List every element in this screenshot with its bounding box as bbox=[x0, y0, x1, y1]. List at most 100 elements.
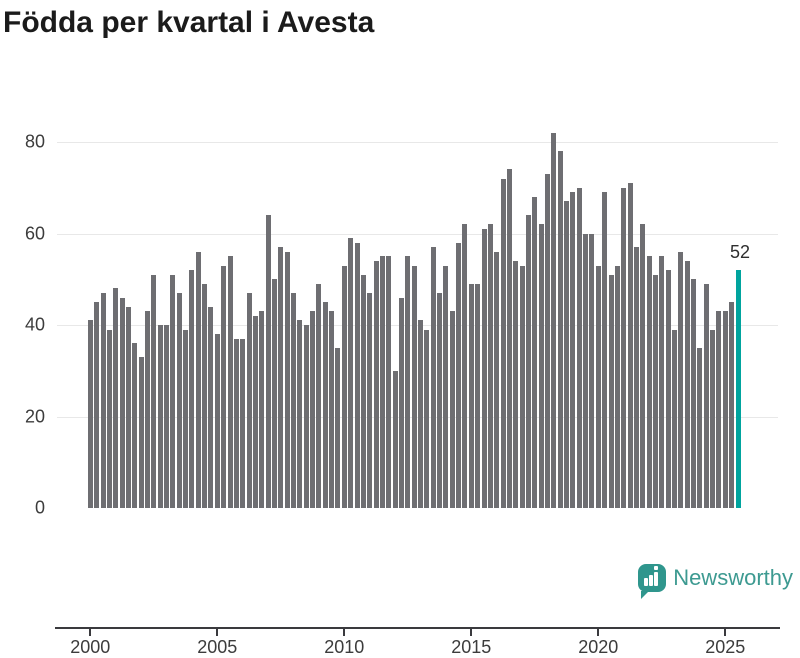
bar bbox=[716, 311, 722, 508]
plot-area: 0 20 40 60 80 2000 2005 2010 2015 2020 2025 52 bbox=[25, 120, 780, 657]
bar bbox=[627, 183, 633, 508]
bar bbox=[729, 302, 735, 508]
bar bbox=[557, 151, 563, 508]
y-axis-tick-label: 40 bbox=[24, 314, 45, 335]
bar bbox=[443, 265, 449, 508]
x-axis-tick-label: 2000 bbox=[70, 637, 111, 657]
bar bbox=[430, 247, 436, 508]
bar bbox=[475, 283, 481, 508]
bar bbox=[367, 292, 373, 508]
exclamation-dot-glyph bbox=[654, 566, 658, 570]
bar bbox=[424, 329, 430, 508]
x-axis-tick bbox=[724, 629, 727, 636]
bar bbox=[252, 315, 258, 508]
bar bbox=[684, 260, 690, 508]
bar bbox=[87, 320, 93, 508]
bar-glyph bbox=[644, 578, 648, 586]
bar bbox=[532, 196, 538, 508]
x-axis-tick-label: 2015 bbox=[451, 637, 492, 657]
bar bbox=[614, 265, 620, 508]
bar bbox=[94, 302, 100, 508]
bar bbox=[545, 174, 550, 508]
newsworthy-logo-icon bbox=[638, 564, 667, 599]
bar bbox=[595, 265, 601, 508]
gridline bbox=[57, 325, 778, 326]
bar bbox=[525, 215, 531, 508]
bar bbox=[564, 201, 570, 508]
bar bbox=[583, 233, 589, 508]
bar bbox=[164, 325, 169, 508]
bar bbox=[551, 132, 557, 508]
bar bbox=[240, 338, 246, 508]
bar bbox=[106, 329, 112, 508]
bar bbox=[144, 311, 150, 508]
bar bbox=[570, 192, 576, 508]
bar bbox=[500, 178, 506, 508]
newsworthy-brand: Newsworthy bbox=[638, 562, 793, 599]
bar bbox=[138, 357, 144, 508]
bar bbox=[621, 187, 627, 508]
gridline bbox=[57, 142, 778, 143]
bar bbox=[398, 297, 404, 508]
x-axis-tick bbox=[343, 629, 346, 636]
x-axis-tick bbox=[216, 629, 219, 636]
bar bbox=[449, 311, 455, 508]
bar bbox=[456, 242, 462, 508]
bar bbox=[227, 256, 233, 508]
bar bbox=[722, 311, 728, 508]
bar bbox=[589, 233, 595, 508]
bar-glyph bbox=[654, 572, 658, 586]
x-axis-tick bbox=[597, 629, 600, 636]
highlighted-bar bbox=[735, 270, 741, 508]
bar bbox=[437, 292, 443, 508]
bar bbox=[697, 347, 703, 508]
bar bbox=[494, 251, 500, 508]
y-axis-tick-label: 60 bbox=[24, 223, 45, 243]
bar bbox=[113, 288, 119, 508]
y-axis-tick-label: 0 bbox=[34, 497, 45, 518]
bar bbox=[640, 224, 646, 508]
bar bbox=[183, 329, 189, 508]
bar bbox=[703, 283, 709, 508]
bar bbox=[125, 306, 131, 508]
bar bbox=[259, 311, 265, 508]
bar bbox=[170, 274, 176, 508]
gridline bbox=[57, 233, 778, 235]
bar bbox=[119, 297, 125, 508]
bar bbox=[411, 265, 417, 508]
bar bbox=[329, 311, 335, 508]
bar bbox=[602, 192, 608, 508]
bar bbox=[418, 320, 423, 508]
x-axis-tick-label: 2010 bbox=[324, 637, 365, 657]
y-axis-tick-label: 20 bbox=[24, 406, 45, 426]
bar bbox=[233, 338, 239, 508]
bar bbox=[468, 283, 474, 508]
bar bbox=[265, 215, 271, 508]
bar bbox=[189, 270, 195, 508]
bar bbox=[379, 256, 385, 508]
x-axis-tick bbox=[470, 629, 473, 636]
bar bbox=[214, 334, 220, 508]
bar bbox=[652, 274, 658, 508]
bar bbox=[100, 292, 106, 508]
bar bbox=[487, 224, 493, 508]
bar bbox=[341, 265, 347, 508]
brand-name: Newsworthy bbox=[673, 565, 793, 590]
bar bbox=[278, 247, 284, 508]
bar bbox=[322, 302, 328, 508]
bar bbox=[691, 279, 697, 508]
x-axis-tick-label: 2020 bbox=[578, 637, 619, 657]
bar bbox=[538, 224, 544, 508]
bar bbox=[646, 256, 652, 508]
bar bbox=[195, 251, 201, 508]
bar bbox=[310, 311, 316, 508]
bar bbox=[271, 279, 277, 508]
bar bbox=[348, 238, 354, 508]
bar bbox=[608, 274, 614, 508]
bar bbox=[291, 292, 296, 508]
bar bbox=[202, 283, 208, 508]
y-axis-tick-label: 80 bbox=[24, 131, 45, 152]
bar bbox=[519, 265, 525, 508]
bar bbox=[221, 265, 227, 508]
bar bbox=[392, 370, 398, 508]
